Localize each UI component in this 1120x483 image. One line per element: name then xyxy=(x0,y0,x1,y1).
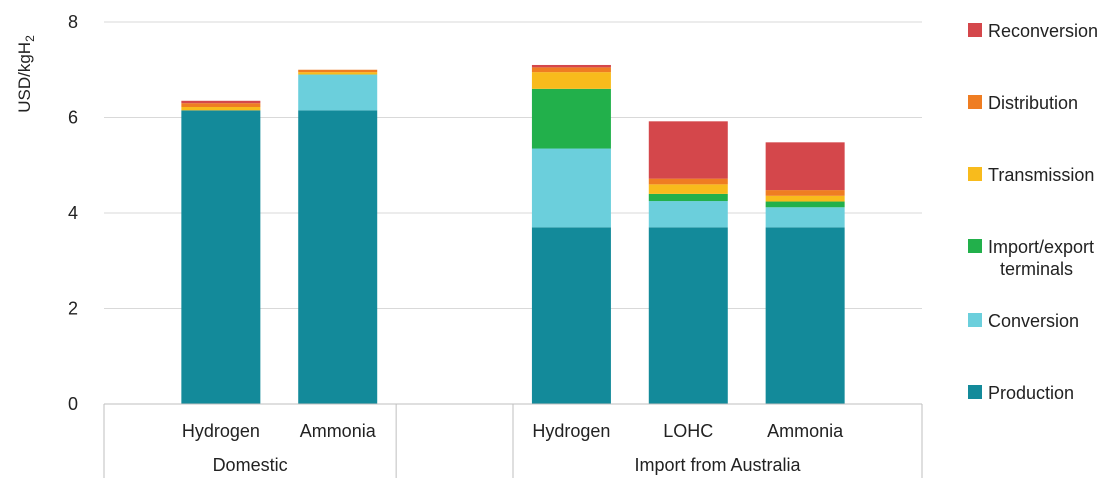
legend-label-conversion: Conversion xyxy=(988,311,1079,331)
legend-label-line: Production xyxy=(988,383,1074,403)
bar-segment-import-export-terminals-3 xyxy=(648,193,728,202)
legend-swatch-import-export-terminals xyxy=(968,239,982,253)
legend-swatch-distribution xyxy=(968,95,982,109)
x-group-label: Import from Australia xyxy=(634,455,801,475)
bar-segment-conversion-2 xyxy=(531,148,611,228)
bars-layer xyxy=(181,64,845,405)
x-category-label: Ammonia xyxy=(300,421,377,441)
bar-segment-distribution-4 xyxy=(765,190,845,196)
legend: Reconversion Distribution Transmission Impo… xyxy=(968,21,1098,403)
bar-segment-import-export-terminals-2 xyxy=(531,88,611,149)
labels-layer: 0 2 4 6 8 Hydrogen Ammonia Hydrogen LOHC Ammonia D… xyxy=(68,12,844,475)
y-tick-label: 8 xyxy=(68,12,78,32)
x-category-label: Hydrogen xyxy=(182,421,260,441)
legend-swatch-transmission xyxy=(968,167,982,181)
x-category-label: Hydrogen xyxy=(532,421,610,441)
bar-segment-distribution-2 xyxy=(531,67,611,73)
axis-layer xyxy=(103,403,923,478)
bar-segment-transmission-3 xyxy=(648,184,728,194)
bar-segment-production-3 xyxy=(648,227,728,404)
y-tick-label: 0 xyxy=(68,394,78,414)
legend-swatch-production xyxy=(968,385,982,399)
bar-segment-distribution-3 xyxy=(648,178,728,185)
bar-segment-transmission-0 xyxy=(181,106,261,111)
bar-segment-reconversion-4 xyxy=(765,142,845,191)
bar-segment-conversion-4 xyxy=(765,207,845,228)
bar-segment-conversion-1 xyxy=(298,74,378,111)
bar-segment-production-0 xyxy=(181,110,261,405)
bar-segment-distribution-0 xyxy=(181,103,261,107)
legend-label-line: Distribution xyxy=(988,93,1078,113)
y-axis-title-text: USD/kgH xyxy=(15,42,34,113)
x-group-label: Domestic xyxy=(213,455,288,475)
legend-label-line: Transmission xyxy=(988,165,1094,185)
y-axis-title-subscript: 2 xyxy=(23,35,37,42)
bar-segment-reconversion-0 xyxy=(181,100,261,104)
legend-swatch-reconversion xyxy=(968,23,982,37)
legend-label-production: Production xyxy=(988,383,1074,403)
y-tick-label: 6 xyxy=(68,108,78,128)
bar-segment-reconversion-2 xyxy=(531,64,611,68)
y-tick-label: 2 xyxy=(68,299,78,319)
x-category-label: Ammonia xyxy=(767,421,844,441)
legend-label-line: terminals xyxy=(1000,259,1073,279)
legend-swatch-conversion xyxy=(968,313,982,327)
bar-segment-transmission-4 xyxy=(765,195,845,202)
legend-label-line: Reconversion xyxy=(988,21,1098,41)
x-category-label: LOHC xyxy=(663,421,713,441)
bar-segment-production-1 xyxy=(298,110,378,405)
bar-segment-transmission-2 xyxy=(531,72,611,89)
bar-segment-transmission-1 xyxy=(298,72,378,75)
legend-label-import-export-terminals: Import/export terminals xyxy=(988,237,1094,279)
bar-segment-production-2 xyxy=(531,227,611,404)
bar-segment-conversion-3 xyxy=(648,201,728,228)
bar-segment-production-4 xyxy=(765,227,845,404)
legend-label-transmission: Transmission xyxy=(988,165,1094,185)
legend-label-reconversion: Reconversion xyxy=(988,21,1098,41)
y-axis-title: USD/kgH2 xyxy=(15,35,37,113)
bar-segment-import-export-terminals-4 xyxy=(765,201,845,208)
bar-segment-distribution-1 xyxy=(298,69,378,73)
legend-label-line: Import/export xyxy=(988,237,1094,257)
legend-label-line: Conversion xyxy=(988,311,1079,331)
legend-label-distribution: Distribution xyxy=(988,93,1078,113)
bar-segment-reconversion-3 xyxy=(648,121,728,179)
y-tick-label: 4 xyxy=(68,203,78,223)
